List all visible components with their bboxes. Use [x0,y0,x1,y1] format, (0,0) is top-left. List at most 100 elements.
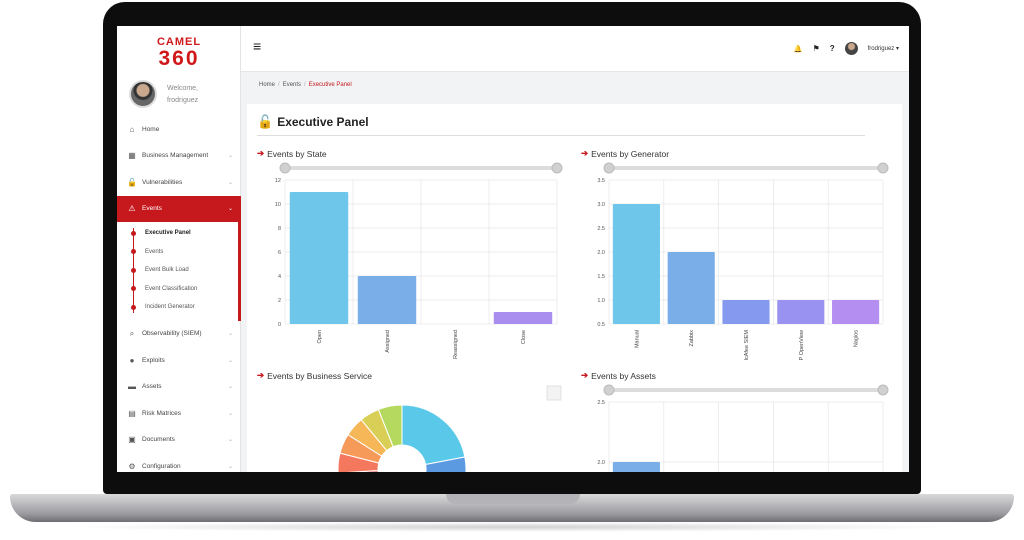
breadcrumb: Home / Events / Executive Panel [259,82,352,88]
x-tick-label: Reassigned [453,330,459,359]
sidebar-item-label: Configuration [142,462,181,470]
bar [722,300,770,324]
sidebar-item-business-management[interactable]: ▦ Business Management ⌄ [117,143,241,170]
hamburger-menu-icon[interactable]: ≡ [253,38,262,54]
chart-menu-button[interactable] [546,385,562,401]
chevron-down-icon: ⌄ [227,437,233,444]
sidebar-item-label: Assets [142,383,162,391]
zoom-slider-handle-right[interactable] [877,384,889,396]
y-tick-label: 1.0 [597,298,605,304]
events-submenu: Executive Panel Events Event Bulk Load Even… [117,222,241,321]
pie-slice [401,404,466,466]
chevron-down-icon: ⌄ [227,463,233,470]
pie-slice [424,456,467,472]
laptop-notch [446,494,580,504]
search-icon: ⌕ [129,328,135,338]
chart-events-by-assets: 1.52.02.5 [597,384,889,472]
chevron-down-icon: ⌄ [227,410,233,417]
sidebar-item-exploits[interactable]: ● Exploits ⌄ [117,347,241,374]
sidebar-item-documents[interactable]: ▣ Documents ⌄ [117,427,241,454]
chevron-down-icon: ⌄ [227,357,233,364]
breadcrumb-events[interactable]: Events [282,82,302,88]
sidebar-item-assets[interactable]: ▬ Assets ⌄ [117,374,241,401]
x-tick-label: McAfee SIEM [744,330,750,360]
executive-panel: 🔓 Executive Panel ➔ Events by State 0 2 4 6… [247,104,902,472]
bar [667,252,715,324]
chevron-down-icon: ⌄ [227,153,233,160]
warning-icon: ⚠ [128,204,136,214]
x-tick-label: Open [317,330,323,343]
chart-title-generator: ➔ Events by Generator [581,148,670,159]
briefcase-icon: ▦ [128,151,136,161]
chart-events-by-state: 0 2 4 6 8 10 12 Open Assigned Reassigned Close [275,162,563,359]
x-tick-label: Zabbix [689,330,695,347]
divider [257,135,865,136]
laptop-shadow [60,522,964,532]
submenu-item[interactable]: Executive Panel [117,224,238,243]
y-tick-label: 8 [278,226,281,232]
sidebar-item-vulnerabilities[interactable]: 🔓 Vulnerabilities ⌄ [117,169,241,196]
sidebar-item-label: Risk Matrices [142,409,182,417]
sidebar-item-label: Events [142,205,162,213]
y-tick-label: 0 [278,322,281,328]
bar [493,312,553,324]
submenu-item[interactable]: Incident Generator [117,298,238,317]
zoom-slider-track [609,166,883,170]
sidebar-item-observability-siem[interactable]: ⌕ Observability (SIEM) ⌄ [117,321,241,348]
document-icon: ▣ [128,435,136,445]
sidebar-item-events[interactable]: ⚠ Events ⌄ [117,195,241,222]
breadcrumb-home[interactable]: Home [259,82,276,88]
zoom-slider-handle-left[interactable] [279,162,291,174]
bar [612,462,660,472]
y-tick-label: 3.0 [597,202,605,208]
y-tick-label: 2.0 [597,460,605,466]
bell-icon[interactable]: 🔔 [793,45,803,53]
y-tick-label: 1.5 [597,274,605,280]
chart-events-by-business-service [337,385,562,472]
sidebar-item-configuration[interactable]: ⚙ Configuration ⌄ [117,453,241,472]
chart-title-service: ➔ Events by Business Service [257,370,373,381]
zoom-slider-handle-right[interactable] [551,162,563,174]
sidebar-item-label: Observability (SIEM) [142,330,202,338]
chevron-down-icon: ⌄ [227,179,233,186]
help-icon[interactable]: ? [829,44,835,53]
user-menu[interactable]: frodriguez ▾ [867,46,899,52]
gear-icon: ⚙ [128,461,136,471]
submenu-item[interactable]: Event Bulk Load [117,261,238,280]
sidebar: CAMEL 360 Welcome, frodriguez ⌂ Home ▦ Busi… [117,26,241,472]
topbar: ≡ 🔔 ⚑ ? frodriguez ▾ [241,26,909,72]
sidebar-item-label: Documents [142,436,175,444]
unlock-icon: 🔓 [127,177,137,187]
y-tick-label: 4 [278,274,281,280]
sidebar-item-label: Vulnerabilities [142,178,183,186]
truck-icon: ▬ [128,382,136,392]
zoom-slider-handle-left[interactable] [603,384,615,396]
y-tick-label: 2.0 [597,250,605,256]
submenu-item[interactable]: Events [117,243,238,262]
user-avatar[interactable] [844,42,858,55]
zoom-slider-handle-left[interactable] [603,162,615,174]
bar [777,300,825,324]
chart-title-state: ➔ Events by State [257,148,327,159]
flag-icon[interactable]: ⚑ [812,44,820,53]
zoom-slider-handle-right[interactable] [877,162,889,174]
x-tick-label: Assigned [385,330,391,353]
bomb-icon: ● [129,355,135,365]
x-tick-label: Close [521,330,527,344]
x-tick-label: HP OpenView [799,330,805,360]
sidebar-item-risk-matrices[interactable]: ▤ Risk Matrices ⌄ [117,400,241,427]
zoom-slider-track [609,388,883,392]
pie-slice [377,404,403,448]
page-title: 🔓 Executive Panel [257,114,369,129]
zoom-slider-track [285,166,557,170]
table-icon: ▤ [128,408,136,418]
sidebar-item-home[interactable]: ⌂ Home [117,116,241,143]
bar [357,276,417,324]
y-tick-label: 2 [278,298,281,304]
submenu-item[interactable]: Event Classification [117,280,238,299]
arrow-right-icon: ➔ [581,370,589,380]
y-tick-label: 2.5 [597,400,605,406]
avatar[interactable] [129,80,157,108]
logo[interactable]: CAMEL 360 [156,36,202,70]
bar [612,204,660,324]
